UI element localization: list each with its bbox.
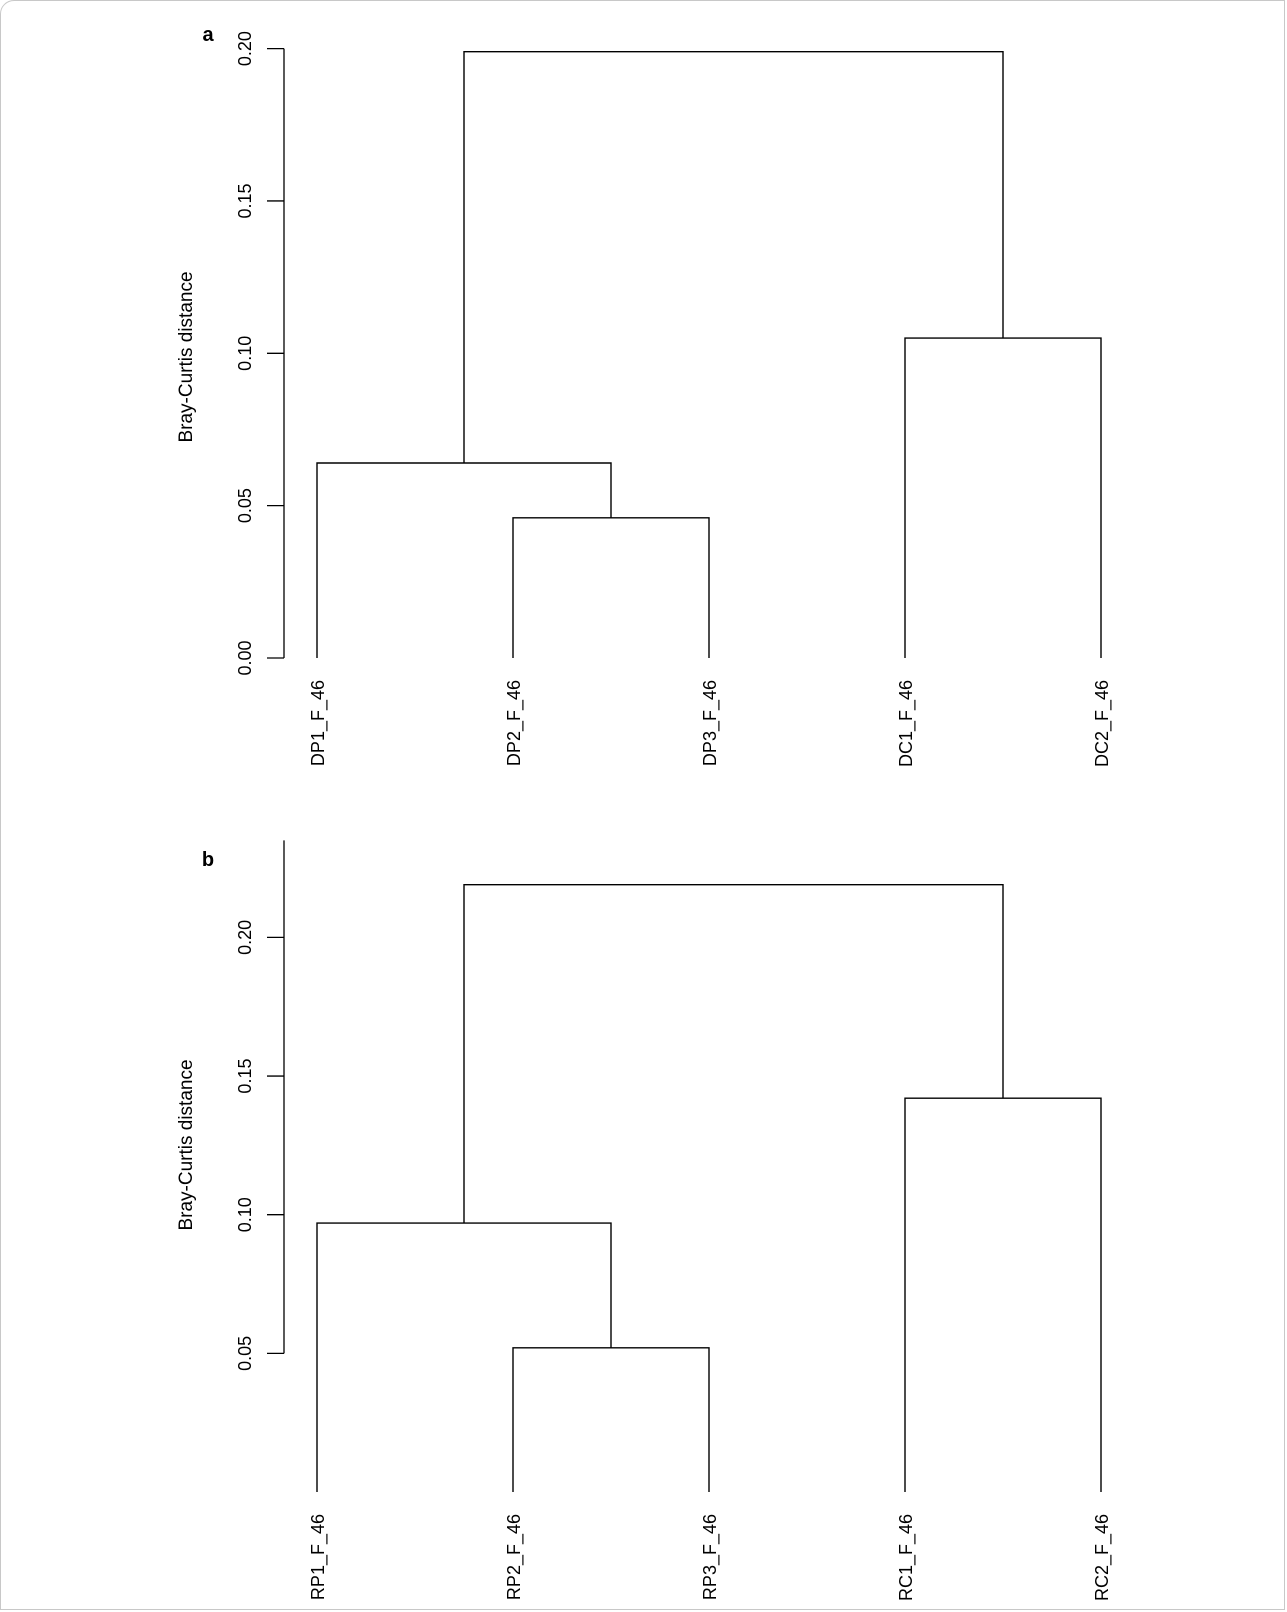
panel-b-links (316, 884, 1102, 1492)
panel-b-y-tick-label: 0.15 (235, 1059, 255, 1094)
panel-a-merge-link (904, 337, 1102, 658)
panel-a-merge-link (512, 517, 710, 658)
panel-a-y-tick-label: 0.05 (235, 488, 255, 523)
panel-a-leaf-label: DC1_F_46 (896, 680, 917, 767)
panel-a-merge-link (463, 50, 1004, 463)
panel-b-leaf-label: RP2_F_46 (504, 1514, 525, 1600)
panel-a-y-tick-label: 0.10 (235, 336, 255, 371)
panel-a-leaf-label: DP2_F_46 (504, 680, 525, 766)
panel-b-leaf-labels: RP1_F_46 RP2_F_46 RP3_F_46 RC1_F_46 RC2_F_46 (308, 1514, 1113, 1601)
panel-b-y-tick-label: 0.20 (235, 920, 255, 955)
panel-b-merge-link (512, 1347, 710, 1492)
panel-b-leaf-label: RC2_F_46 (1092, 1514, 1113, 1601)
panel-b-y-axis-label: Bray-Curtis distance (176, 1059, 197, 1230)
panel-b-leaf-label: RC1_F_46 (896, 1514, 917, 1601)
panel-b: b Bray-Curtis distance 0.050.100.150.20 … (176, 840, 1113, 1601)
panel-a-y-tick-label: 0.20 (235, 31, 255, 66)
panel-b-leaf-label: RP3_F_46 (700, 1514, 721, 1600)
panel-a-y-axis-label: Bray-Curtis distance (176, 271, 197, 442)
panel-a-y-tick-label: 0.00 (235, 640, 255, 675)
panel-a-leaf-label: DP1_F_46 (308, 680, 329, 766)
panel-b-merge-link (316, 1222, 612, 1492)
panel-b-leaf-label: RP1_F_46 (308, 1514, 329, 1600)
panel-b-merge-link (463, 884, 1004, 1224)
panel-a-leaf-label: DP3_F_46 (700, 680, 721, 766)
panel-a-merge-link (316, 462, 612, 658)
panel-b-y-tick-label: 0.10 (235, 1197, 255, 1232)
panel-a: a Bray-Curtis distance 0.000.050.100.150… (176, 24, 1113, 767)
panel-a-y-tick-label: 0.15 (235, 183, 255, 218)
panel-b-label: b (202, 849, 214, 871)
panel-a-links (316, 50, 1102, 658)
panel-a-leaf-label: DC2_F_46 (1092, 680, 1113, 767)
panel-a-y-axis: 0.00 0.05 0.10 0.15 0.20 (235, 31, 285, 676)
panel-b-y-axis: 0.05 0.10 0.15 0.20 (235, 840, 285, 1371)
panel-b-merge-link (904, 1097, 1102, 1492)
panel-b-y-tick-label: 0.05 (235, 1336, 255, 1371)
panel-a-label: a (202, 24, 214, 46)
panel-a-leaf-labels: DP1_F_46 DP2_F_46 DP3_F_46 DC1_F_46 DC2_F_46 (308, 680, 1113, 767)
